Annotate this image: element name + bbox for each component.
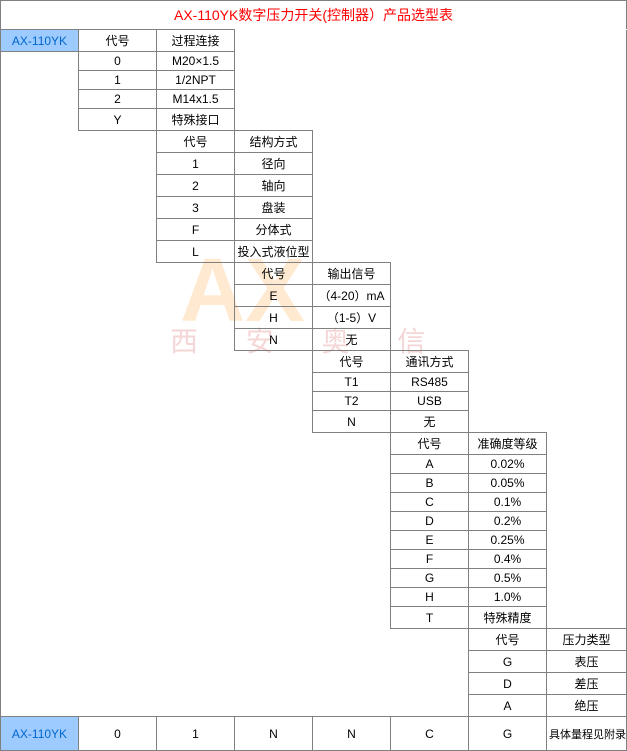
g3-r1-n: （1-5）V — [313, 307, 391, 329]
g1-code-hdr: 代号 — [79, 30, 157, 52]
g5-r4-c: E — [391, 531, 469, 550]
g1-r3-c: Y — [79, 109, 157, 131]
g2-r3-n: 分体式 — [235, 219, 313, 241]
g2-r3-c: F — [157, 219, 235, 241]
g3-r2-n: 无 — [313, 329, 391, 351]
g1-r0-c: 0 — [79, 52, 157, 71]
g5-r8-c: T — [391, 607, 469, 629]
g1-r0-n: M20×1.5 — [157, 52, 235, 71]
g4-r1-n: USB — [391, 392, 469, 411]
g5-r8-n: 特殊精度 — [469, 607, 547, 629]
g5-r5-n: 0.4% — [469, 550, 547, 569]
g4-name-hdr: 通讯方式 — [391, 351, 469, 373]
g3-name-hdr: 输出信号 — [313, 263, 391, 285]
g5-code-hdr: 代号 — [391, 433, 469, 455]
g5-r5-c: F — [391, 550, 469, 569]
g5-r3-n: 0.2% — [469, 512, 547, 531]
g4-code-hdr: 代号 — [313, 351, 391, 373]
g6-code-hdr: 代号 — [469, 629, 547, 651]
footer-c3: N — [313, 717, 391, 751]
g5-r6-c: G — [391, 569, 469, 588]
g5-r0-n: 0.02% — [469, 455, 547, 474]
g5-name-hdr: 准确度等级 — [469, 433, 547, 455]
g2-r0-c: 1 — [157, 153, 235, 175]
g5-r4-n: 0.25% — [469, 531, 547, 550]
g5-r2-n: 0.1% — [469, 493, 547, 512]
g2-r0-n: 径向 — [235, 153, 313, 175]
footer-c6: 具体量程见附录 — [547, 717, 627, 751]
g6-r1-c: D — [469, 673, 547, 695]
g2-code-hdr: 代号 — [157, 131, 235, 153]
g3-r2-c: N — [235, 329, 313, 351]
g3-r0-n: （4-20）mA — [313, 285, 391, 307]
g1-r2-c: 2 — [79, 90, 157, 109]
g2-r4-n: 投入式液位型 — [235, 241, 313, 263]
page-title: AX-110YK数字压力开关(控制器）产品选型表 — [0, 0, 627, 29]
selection-table: AX-110YK 代号 过程连接 0M20×1.5 11/2NPT 2M14x1… — [0, 29, 627, 751]
g6-r0-n: 表压 — [547, 651, 627, 673]
g5-r0-c: A — [391, 455, 469, 474]
g1-r1-c: 1 — [79, 71, 157, 90]
g4-r2-n: 无 — [391, 411, 469, 433]
g1-r2-n: M14x1.5 — [157, 90, 235, 109]
g2-name-hdr: 结构方式 — [235, 131, 313, 153]
footer-c4: C — [391, 717, 469, 751]
footer-c1: 1 — [157, 717, 235, 751]
g6-r1-n: 差压 — [547, 673, 627, 695]
g6-r0-c: G — [469, 651, 547, 673]
g2-r2-c: 3 — [157, 197, 235, 219]
g4-r0-c: T1 — [313, 373, 391, 392]
g6-name-hdr: 压力类型 — [547, 629, 627, 651]
g1-r3-n: 特殊接口 — [157, 109, 235, 131]
g5-r1-n: 0.05% — [469, 474, 547, 493]
footer-c2: N — [235, 717, 313, 751]
g4-r2-c: N — [313, 411, 391, 433]
g2-r1-c: 2 — [157, 175, 235, 197]
g1-r1-n: 1/2NPT — [157, 71, 235, 90]
g1-name-hdr: 过程连接 — [157, 30, 235, 52]
g3-code-hdr: 代号 — [235, 263, 313, 285]
g2-r4-c: L — [157, 241, 235, 263]
g4-r0-n: RS485 — [391, 373, 469, 392]
g2-r2-n: 盘装 — [235, 197, 313, 219]
g5-r3-c: D — [391, 512, 469, 531]
footer-c5: G — [469, 717, 547, 751]
footer-model: AX-110YK — [1, 717, 79, 751]
model-cell: AX-110YK — [1, 30, 79, 52]
g5-r6-n: 0.5% — [469, 569, 547, 588]
g5-r2-c: C — [391, 493, 469, 512]
g4-r1-c: T2 — [313, 392, 391, 411]
g3-r1-c: H — [235, 307, 313, 329]
g3-r0-c: E — [235, 285, 313, 307]
footer-c0: 0 — [79, 717, 157, 751]
g5-r7-n: 1.0% — [469, 588, 547, 607]
g5-r7-c: H — [391, 588, 469, 607]
g2-r1-n: 轴向 — [235, 175, 313, 197]
g5-r1-c: B — [391, 474, 469, 493]
